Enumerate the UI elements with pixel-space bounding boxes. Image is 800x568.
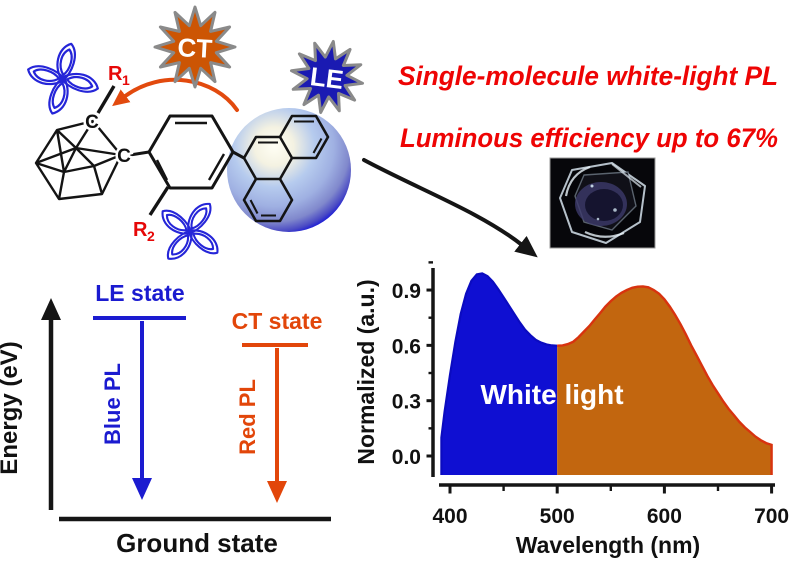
le-state-label: LE state [95, 280, 184, 306]
svg-text:R: R [108, 63, 123, 85]
y-tick-label: 0.3 [392, 391, 421, 414]
headline-line2: Luminous efficiency up to 67% [400, 123, 778, 153]
cage-carbon-label: C [85, 112, 99, 133]
red-pl-label: Red PL [235, 379, 260, 455]
spectrum-edge-blue [440, 272, 558, 475]
ct-badge: CT [153, 5, 237, 89]
charge-transfer-arrow [112, 77, 239, 112]
phenylene-double-bonds [155, 121, 226, 181]
svg-text:1: 1 [122, 72, 130, 88]
r2-label: R 2 [133, 219, 155, 244]
r1-bond [96, 85, 116, 114]
ct-starburst-icon [153, 5, 237, 89]
r2-bond [148, 186, 170, 216]
le-badge-label: LE [309, 61, 346, 95]
spectrum-area-orange [557, 286, 772, 475]
y-axis-label: Normalized (a.u.) [353, 279, 379, 464]
y-tick-label: 0.6 [392, 335, 421, 358]
x-tick-label: 600 [647, 505, 682, 528]
orbital-propeller-icon [141, 184, 238, 281]
svg-text:2: 2 [147, 228, 155, 244]
phenyl-aryl-bond [232, 150, 245, 160]
cage-carbon-label: C [117, 146, 131, 167]
spectrum-edge-orange [557, 285, 773, 475]
ct-badge-label: CT [177, 32, 213, 64]
aromatic-double-bonds [249, 120, 323, 217]
energy-axis-label: Energy (eV) [0, 341, 23, 474]
le-starburst-icon [290, 40, 364, 114]
y-tick-label: 0.9 [392, 280, 421, 303]
r1-label: R 1 [108, 63, 130, 88]
x-tick-label: 700 [754, 505, 789, 528]
headline-line1: Single-molecule white-light PL [398, 61, 778, 91]
y-tick-label: 0.0 [392, 446, 421, 469]
spectrum-area-blue [441, 273, 558, 475]
crystal-photo-image [549, 157, 656, 249]
to-spectrum-arrow [362, 158, 538, 258]
le-badge: LE [290, 40, 364, 114]
ct-state-label: CT state [232, 308, 323, 334]
aromatic-fused-rings [242, 114, 330, 223]
carborane-cage [34, 119, 123, 201]
x-axis-label: Wavelength (nm) [516, 532, 700, 558]
energy-level-diagram: Energy (eV) LE state Blue PL CT state Re… [0, 280, 331, 558]
svg-text:R: R [133, 219, 148, 241]
molecule-structure: C C R 1 R 2 [17, 34, 351, 281]
cage-phenyl-bond [129, 150, 150, 157]
phenylene-ring [147, 114, 235, 190]
blue-pl-label: Blue PL [100, 363, 125, 445]
pl-spectrum-chart: 0.0 0.3 0.6 0.9 400 500 600 700 Wavelength (nm) N… [353, 261, 789, 558]
white-light-annotation: White light [480, 379, 623, 410]
le-chromophore-sphere [227, 108, 351, 232]
x-tick-label: 500 [540, 505, 575, 528]
ground-state-label: Ground state [116, 528, 278, 558]
x-tick-label: 400 [432, 505, 467, 528]
